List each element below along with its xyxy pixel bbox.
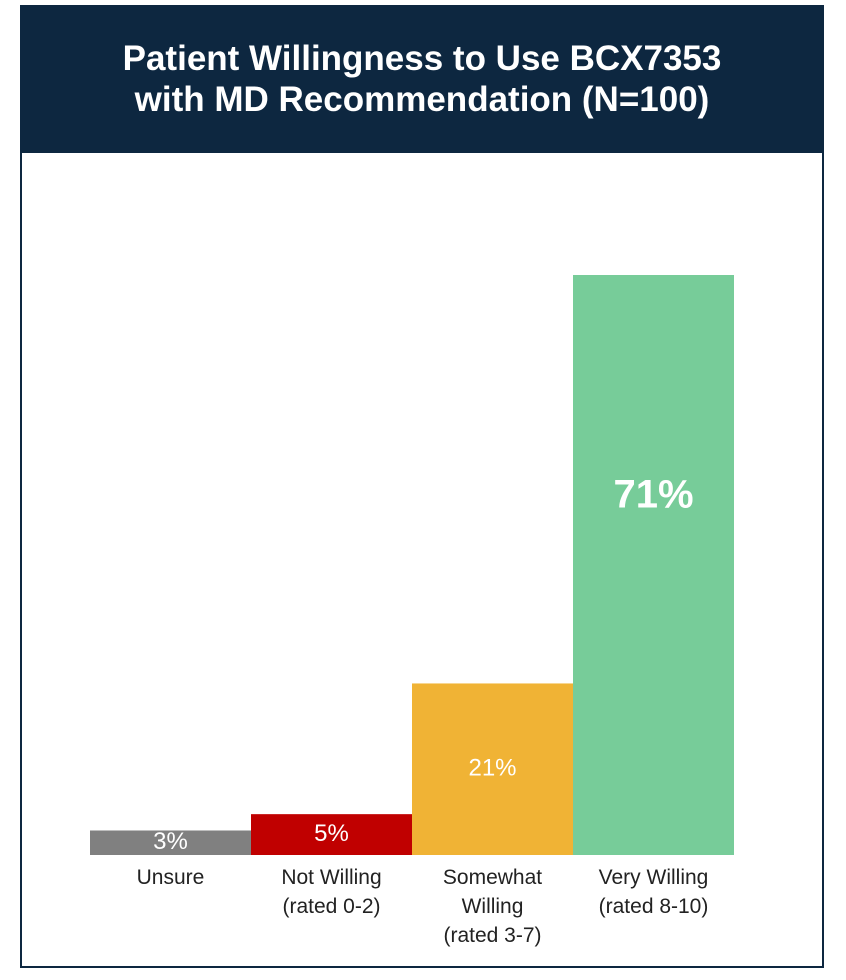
bar (412, 683, 573, 855)
header: Patient Willingness to Use BCX7353 with … (20, 5, 824, 153)
bar (90, 830, 251, 855)
x-tick-label: Very Willing (rated 8-10) (598, 866, 709, 918)
x-tick-label: Not Willing (rated 0-2) (281, 866, 382, 918)
bar (251, 814, 412, 855)
x-tick-label: Unsure (136, 866, 205, 889)
bar (573, 275, 734, 855)
x-tick-label: Somewhat Willing (rated 3-7) (442, 866, 543, 947)
value-label: 71% (613, 473, 693, 517)
value-label: 21% (468, 755, 516, 782)
chart-title: Patient Willingness to Use BCX7353 with … (122, 39, 722, 119)
value-label: 5% (314, 820, 349, 847)
value-label: 3% (153, 828, 188, 855)
